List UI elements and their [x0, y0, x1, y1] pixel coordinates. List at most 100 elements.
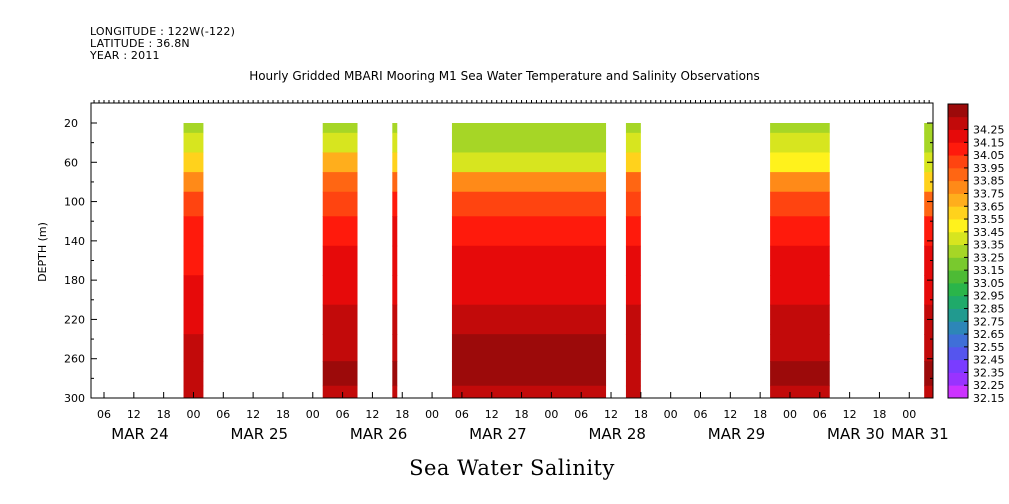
- salinity-cell: [924, 385, 933, 399]
- colorbar-label: 33.75: [973, 187, 1005, 200]
- salinity-cell: [625, 132, 641, 153]
- salinity-cell: [451, 334, 607, 362]
- salinity-cell: [770, 245, 830, 276]
- y-tick-label: 140: [64, 235, 85, 248]
- salinity-cell: [392, 216, 398, 247]
- colorbar-swatch: [948, 359, 968, 373]
- colorbar-label: 32.45: [973, 354, 1005, 367]
- salinity-cell: [770, 123, 830, 134]
- colorbar-swatch: [948, 142, 968, 156]
- longitude-label: LONGITUDE : 122W(-122): [90, 25, 236, 38]
- y-tick-label: 220: [64, 313, 85, 326]
- salinity-cell: [392, 304, 398, 335]
- salinity-cell: [392, 334, 398, 362]
- x-tick-label: 06: [336, 408, 350, 421]
- salinity-cell: [322, 385, 358, 399]
- colorbar-swatch: [948, 321, 968, 335]
- salinity-cell: [183, 334, 204, 362]
- salinity-cell: [625, 304, 641, 335]
- salinity-cell: [625, 216, 641, 247]
- salinity-cell: [392, 275, 398, 306]
- x-tick-label: 12: [485, 408, 499, 421]
- x-tick-label: 18: [157, 408, 171, 421]
- salinity-cell: [451, 152, 607, 173]
- chart-title: Hourly Gridded MBARI Mooring M1 Sea Wate…: [249, 69, 760, 83]
- colorbar-label: 32.85: [973, 303, 1005, 316]
- salinity-cell: [183, 152, 204, 173]
- salinity-cell: [183, 304, 204, 335]
- salinity-cell: [770, 304, 830, 335]
- colorbar-swatch: [948, 295, 968, 309]
- colorbar-label: 33.35: [973, 239, 1005, 252]
- colorbar-label: 32.55: [973, 341, 1005, 354]
- colorbar-swatch: [948, 180, 968, 194]
- colorbar-label: 33.05: [973, 277, 1005, 290]
- salinity-cell: [451, 132, 607, 153]
- data-segment: [183, 123, 204, 399]
- salinity-cell: [322, 132, 358, 153]
- x-day-label: MAR 25: [231, 425, 288, 443]
- salinity-cell: [625, 123, 641, 134]
- colorbar-label: 34.15: [973, 136, 1005, 149]
- x-tick-label: 06: [813, 408, 827, 421]
- salinity-cell: [924, 172, 933, 193]
- y-tick-label: 300: [64, 392, 85, 405]
- salinity-cell: [183, 216, 204, 247]
- salinity-cell: [183, 275, 204, 306]
- x-day-label: MAR 31: [891, 425, 948, 443]
- x-tick-label: 00: [902, 408, 916, 421]
- x-axis: 06 12 18 00 06 12 18 00 06 12 18 00 06 12 18 00 06 12 18 00…: [97, 392, 949, 443]
- colorbar-swatch: [948, 257, 968, 271]
- colorbar-label: 32.95: [973, 290, 1005, 303]
- colorbar-swatch: [948, 372, 968, 386]
- colorbar-swatch: [948, 282, 968, 297]
- salinity-cell: [770, 334, 830, 362]
- salinity-cell: [322, 191, 358, 217]
- x-day-label: MAR 26: [350, 425, 407, 443]
- x-tick-label: 12: [723, 408, 737, 421]
- colorbar-swatch: [948, 104, 968, 118]
- salinity-cell: [924, 275, 933, 306]
- salinity-cell: [392, 245, 398, 276]
- chart-bottom-title: Sea Water Salinity: [409, 456, 615, 480]
- salinity-cell: [183, 123, 204, 134]
- salinity-cell: [451, 361, 607, 387]
- salinity-cell: [924, 216, 933, 247]
- salinity-cell: [451, 304, 607, 335]
- x-tick-label: 00: [664, 408, 678, 421]
- salinity-cell: [451, 275, 607, 306]
- colorbar-swatch: [948, 193, 968, 207]
- colorbar-swatch: [948, 334, 968, 348]
- salinity-cell: [183, 191, 204, 217]
- colorbar-label: 33.55: [973, 213, 1005, 226]
- salinity-cell: [924, 334, 933, 362]
- colorbar-swatch: [948, 270, 968, 284]
- x-tick-label: 12: [365, 408, 379, 421]
- x-day-label: MAR 29: [708, 425, 765, 443]
- salinity-cell: [322, 275, 358, 306]
- colorbar-swatch: [948, 206, 968, 220]
- salinity-cell: [322, 123, 358, 134]
- salinity-cell: [770, 385, 830, 399]
- salinity-cell: [625, 385, 641, 399]
- colorbar-swatch: [948, 346, 968, 361]
- salinity-cell: [392, 132, 398, 153]
- salinity-cell: [392, 191, 398, 217]
- salinity-cell: [183, 361, 204, 387]
- x-tick-label: 00: [425, 408, 439, 421]
- x-tick-label: 00: [544, 408, 558, 421]
- salinity-cell: [451, 172, 607, 193]
- salinity-cell: [625, 172, 641, 193]
- data-segment: [322, 123, 358, 399]
- colorbar-swatch: [948, 308, 968, 322]
- salinity-cell: [322, 304, 358, 335]
- colorbar: 32.1532.2532.3532.4532.5532.6532.7532.85…: [947, 103, 1005, 405]
- salinity-cell: [451, 385, 607, 399]
- colorbar-label: 33.25: [973, 251, 1005, 264]
- salinity-cell: [322, 172, 358, 193]
- salinity-cell: [924, 361, 933, 387]
- x-day-label: MAR 28: [588, 425, 645, 443]
- salinity-cell: [322, 334, 358, 362]
- salinity-cell: [625, 361, 641, 387]
- x-tick-label: 18: [515, 408, 529, 421]
